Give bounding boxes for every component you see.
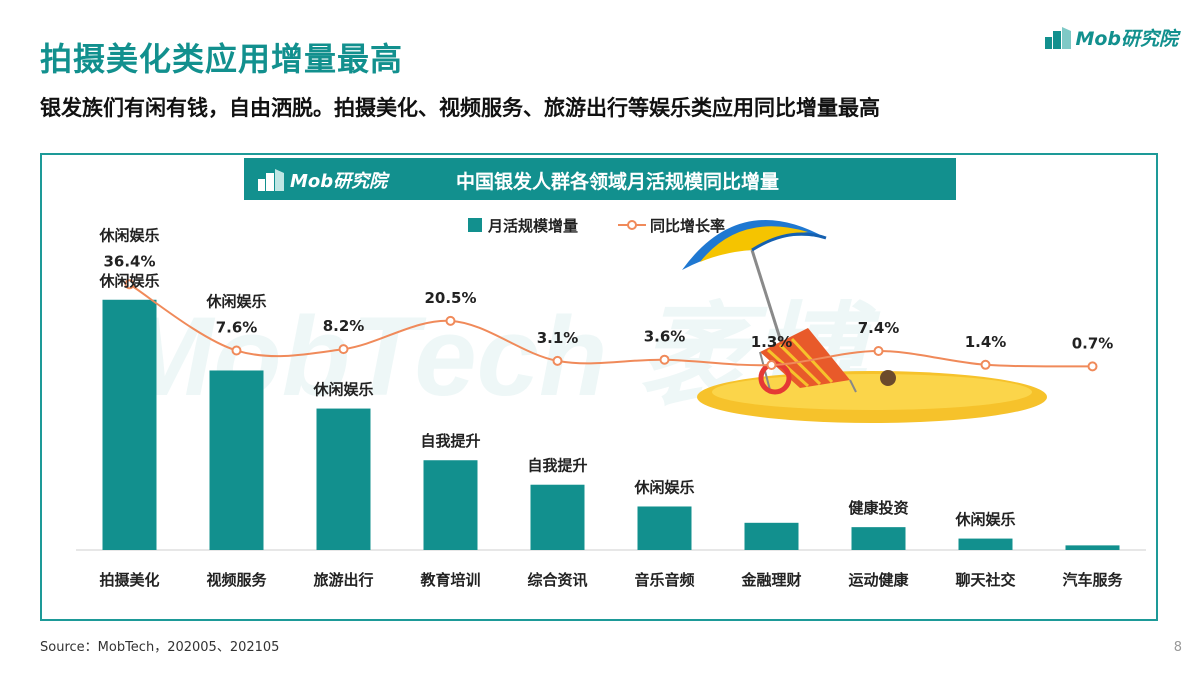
rate-label: 3.6% <box>644 328 686 346</box>
rate-label: 20.5% <box>424 289 476 307</box>
bar-2 <box>316 408 371 550</box>
rate-points <box>124 279 1098 372</box>
source-note: Source：MobTech，202005、202105 <box>40 640 280 655</box>
rate-point-0 <box>124 279 135 290</box>
legend: 月活规模增量 同比增长率 <box>468 217 725 235</box>
legend-bar-swatch <box>468 218 482 232</box>
rate-point-3 <box>445 315 456 326</box>
x-tick-label: 教育培训 <box>419 571 480 589</box>
bar-4 <box>530 484 585 550</box>
logo-text: Mob研究院 <box>1075 28 1178 50</box>
line-tag-label: 休闲娱乐 <box>98 226 159 244</box>
bar-tag-label: 自我提升 <box>420 432 480 450</box>
x-tick-label: 音乐音频 <box>634 571 694 589</box>
rate-label: 0.7% <box>1072 334 1114 352</box>
rate-point-4 <box>552 355 563 366</box>
bar-6 <box>744 522 799 550</box>
beach-umbrella-illustration <box>682 220 1047 423</box>
x-tick-label: 汽车服务 <box>1062 571 1123 589</box>
x-tick-label: 旅游出行 <box>313 571 373 589</box>
bar-tag-label: 休闲娱乐 <box>98 272 159 290</box>
x-tick-label: 金融理财 <box>740 571 801 589</box>
bar-1 <box>209 370 264 550</box>
bar-5 <box>637 506 692 550</box>
rate-label: 3.1% <box>537 329 579 347</box>
bar-series <box>102 299 1120 550</box>
bar-tag-label: 健康投资 <box>848 499 908 517</box>
line-tag-label: 休闲娱乐 <box>205 293 266 311</box>
page-subtitle: 银发族们有闲有钱，自由洒脱。拍摄美化、视频服务、旅游出行等娱乐类应用同比增量最高 <box>40 96 880 120</box>
chart-title: 中国银发人群各领域月活规模同比增量 <box>456 171 780 193</box>
bar-7 <box>851 527 906 550</box>
rate-label: 7.4% <box>858 319 900 337</box>
rate-label: 1.4% <box>965 333 1007 351</box>
rate-point-6 <box>766 360 777 371</box>
rate-point-8 <box>980 359 991 370</box>
legend-bar-label: 月活规模增量 <box>487 217 578 235</box>
bar-8 <box>958 538 1013 550</box>
mob-logo: Mob研究院 <box>1045 24 1178 51</box>
rate-label: 7.6% <box>216 319 258 337</box>
rate-point-9 <box>1087 361 1098 372</box>
bar-0 <box>102 299 157 550</box>
rate-point-7 <box>873 345 884 356</box>
rate-point-5 <box>659 354 670 365</box>
bar-tag-label: 休闲娱乐 <box>954 511 1015 529</box>
x-tick-labels: 拍摄美化 视频服务 旅游出行 教育培训 综合资讯 音乐音频 金融理财 运动健康 聊天社交 汽车服务 <box>99 571 1123 589</box>
rate-label: 1.3% <box>751 333 793 351</box>
bar-9 <box>1065 545 1120 550</box>
page-title: 拍摄美化类应用增量最高 <box>40 40 404 78</box>
chart-panel <box>40 153 1158 621</box>
building-logo-icon <box>258 169 284 191</box>
bar-tag-label: 自我提升 <box>527 457 587 475</box>
building-logo-icon <box>1045 26 1072 49</box>
rate-label: 36.4% <box>103 252 155 270</box>
x-tick-label: 视频服务 <box>206 571 267 589</box>
bar-tag-label: 休闲娱乐 <box>633 478 694 496</box>
banner-logo: Mob研究院 <box>258 167 387 193</box>
x-tick-label: 拍摄美化 <box>99 571 159 589</box>
x-tick-label: 运动健康 <box>848 571 909 589</box>
rate-point-2 <box>338 344 349 355</box>
legend-line-marker <box>627 220 637 230</box>
data-labels: 36.4%休闲娱乐休闲娱乐7.6%休闲娱乐8.2%休闲娱乐20.5%自我提升3.… <box>98 226 1113 528</box>
legend-line-label: 同比增长率 <box>650 217 725 235</box>
banner-logo-text: Mob研究院 <box>290 171 388 192</box>
chart-banner: Mob研究院 中国银发人群各领域月活规模同比增量 <box>244 158 956 200</box>
rate-point-1 <box>231 345 242 356</box>
x-tick-label: 聊天社交 <box>955 571 1015 589</box>
rate-label: 8.2% <box>323 317 365 335</box>
rate-line <box>128 283 1093 368</box>
x-tick-label: 综合资讯 <box>527 571 587 589</box>
page-number: 8 <box>1173 640 1182 655</box>
bar-3 <box>423 460 478 550</box>
bar-tag-label: 休闲娱乐 <box>312 381 373 399</box>
